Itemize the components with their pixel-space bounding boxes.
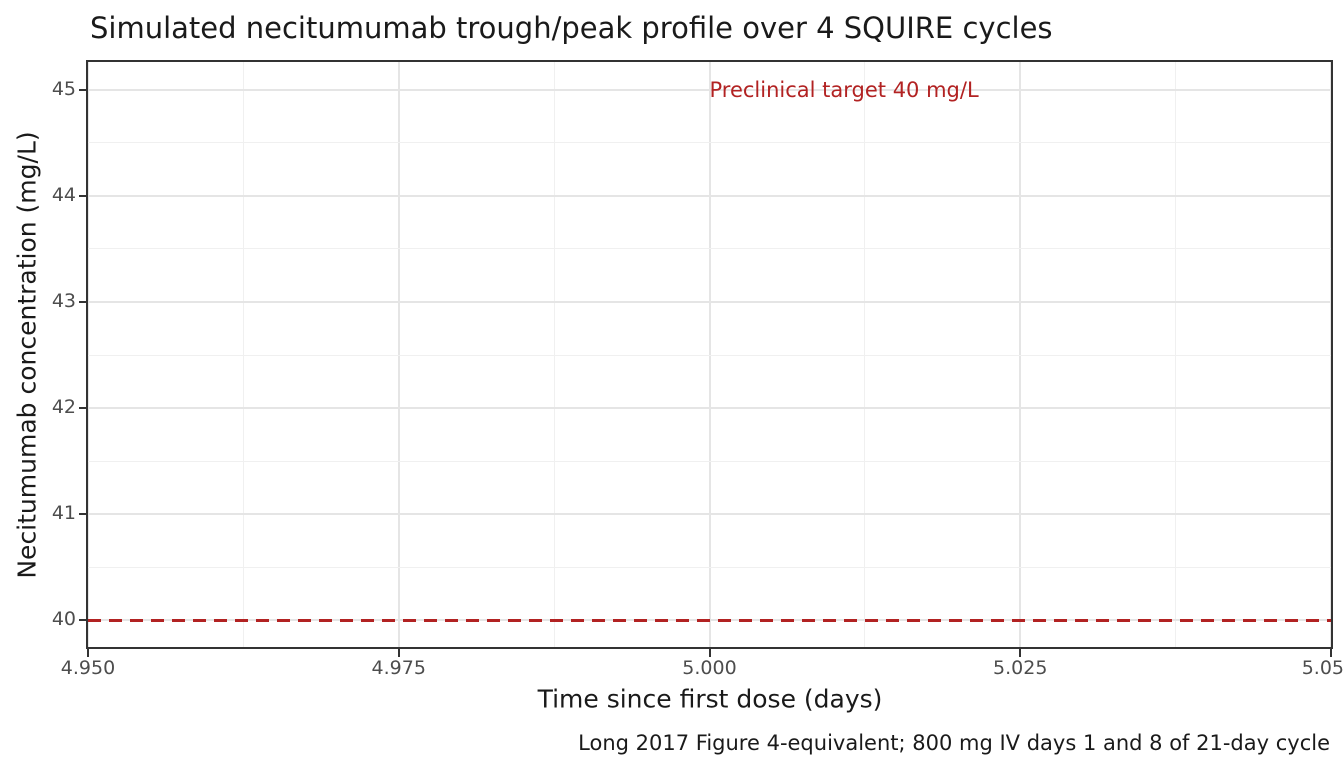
x-gridline-minor xyxy=(553,62,555,647)
y-tick-label: 40 xyxy=(51,608,76,631)
y-tick-label: 44 xyxy=(51,183,76,206)
y-gridline-major xyxy=(88,300,1331,303)
x-tick-label: 5.025 xyxy=(993,657,1048,679)
y-gridline-minor xyxy=(88,460,1331,462)
chart-title: Simulated necitumumab trough/peak profil… xyxy=(90,11,1053,45)
y-gridline-minor xyxy=(88,566,1331,568)
x-tick-mark xyxy=(397,649,400,657)
y-tick-label: 41 xyxy=(51,502,76,525)
x-tick-mark xyxy=(1019,649,1022,657)
y-gridline-minor xyxy=(88,354,1331,356)
x-tick-mark xyxy=(708,649,711,657)
target-annotation: Preclinical target 40 mg/L xyxy=(709,77,979,102)
target-threshold-line xyxy=(88,618,1331,622)
x-tick-mark xyxy=(87,649,89,657)
y-gridline-major xyxy=(88,194,1331,197)
x-gridline-major xyxy=(1019,62,1022,647)
x-axis-title: Time since first dose (days) xyxy=(537,684,883,714)
x-gridline-minor xyxy=(242,62,244,647)
x-tick-label: 5.000 xyxy=(682,657,737,679)
y-tick-label: 43 xyxy=(51,289,76,312)
y-tick-mark xyxy=(79,513,87,516)
y-tick-label: 42 xyxy=(51,396,76,419)
y-tick-label: 45 xyxy=(51,77,76,100)
x-tick-mark xyxy=(1330,649,1332,657)
y-tick-mark xyxy=(79,194,87,197)
y-gridline-major xyxy=(88,407,1331,410)
x-tick-label: 4.950 xyxy=(60,657,116,679)
x-tick-label: 4.975 xyxy=(371,657,426,679)
x-gridline-minor xyxy=(1175,62,1177,647)
y-tick-mark xyxy=(79,300,87,303)
x-tick-label: 5.05 xyxy=(1301,657,1344,679)
y-gridline-minor xyxy=(88,248,1331,250)
x-gridline-major xyxy=(708,62,711,647)
x-gridline-minor xyxy=(864,62,866,647)
y-gridline-minor xyxy=(88,142,1331,144)
y-gridline-major xyxy=(88,88,1331,91)
x-gridline-major xyxy=(87,62,89,647)
y-tick-mark xyxy=(79,619,87,622)
y-gridline-major xyxy=(88,513,1331,516)
y-tick-mark xyxy=(79,407,87,410)
y-tick-mark xyxy=(79,88,87,91)
chart-caption: Long 2017 Figure 4-equivalent; 800 mg IV… xyxy=(578,731,1330,755)
x-gridline-major xyxy=(397,62,400,647)
